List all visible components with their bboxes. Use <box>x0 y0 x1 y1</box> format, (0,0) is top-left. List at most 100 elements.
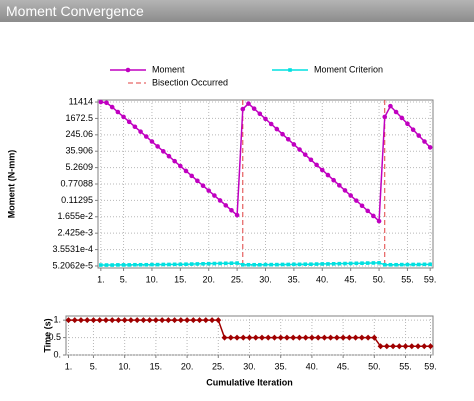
y-tick-label: 5.2062e-5 <box>52 260 93 270</box>
x-tick-label: 55. <box>399 361 412 371</box>
point <box>269 262 273 267</box>
point <box>235 261 239 265</box>
point <box>340 334 347 341</box>
x-tick-label: 15. <box>174 274 187 284</box>
point <box>320 262 325 266</box>
point <box>104 100 109 106</box>
point <box>371 261 376 265</box>
point <box>171 317 178 324</box>
x-axis-label: Cumulative Iteration <box>206 377 293 387</box>
point <box>246 101 251 106</box>
point <box>326 262 330 266</box>
x-tick-label: 25. <box>212 361 225 371</box>
point <box>229 261 234 265</box>
point <box>184 317 191 324</box>
point <box>121 317 128 324</box>
point <box>346 334 353 341</box>
point <box>184 262 188 266</box>
point <box>206 188 212 193</box>
point <box>127 263 132 267</box>
point <box>331 262 336 266</box>
point <box>382 262 387 267</box>
y-tick-label: 245.06 <box>65 129 93 139</box>
point <box>296 334 303 341</box>
point <box>277 334 284 341</box>
point <box>178 262 183 267</box>
point <box>96 317 103 324</box>
point <box>190 317 197 324</box>
x-tick-label: 35. <box>274 361 287 371</box>
point <box>421 343 428 350</box>
point <box>155 262 160 267</box>
point <box>417 262 421 267</box>
point <box>365 208 371 214</box>
point <box>227 334 234 341</box>
point <box>263 116 268 122</box>
point <box>390 343 397 350</box>
point <box>280 131 285 137</box>
point <box>126 119 132 125</box>
point <box>234 212 240 218</box>
point <box>127 317 134 324</box>
point <box>77 317 84 324</box>
point <box>358 334 365 341</box>
point <box>422 139 427 144</box>
legend-label: Bisection Occurred <box>152 77 228 87</box>
point <box>268 121 274 127</box>
point <box>134 317 141 324</box>
y-tick-label: 0.11295 <box>61 195 93 205</box>
point <box>303 262 308 266</box>
point <box>121 114 126 120</box>
point <box>99 263 103 267</box>
title: Moment Convergence <box>6 3 144 19</box>
point <box>309 262 313 266</box>
point <box>396 343 403 350</box>
point <box>104 263 109 267</box>
point <box>333 334 340 341</box>
point <box>399 262 404 267</box>
x-tick-label: 45. <box>344 274 357 284</box>
point <box>325 172 331 178</box>
point <box>110 263 114 267</box>
point <box>286 262 291 267</box>
point <box>314 162 319 168</box>
point <box>258 262 262 267</box>
point <box>196 317 203 324</box>
point <box>98 99 104 105</box>
point <box>161 262 166 267</box>
point <box>411 262 415 267</box>
x-tick-label: 45. <box>337 361 350 371</box>
point <box>212 193 217 198</box>
point <box>252 334 259 341</box>
point <box>201 262 205 266</box>
point <box>152 317 159 324</box>
point <box>410 127 416 132</box>
point <box>359 203 365 209</box>
point <box>90 317 97 324</box>
point <box>240 106 246 112</box>
x-tick-label: 5. <box>90 361 98 371</box>
point <box>195 262 200 266</box>
point <box>297 147 302 152</box>
point <box>274 126 280 132</box>
point <box>427 343 434 350</box>
point <box>189 262 194 266</box>
point <box>138 129 143 134</box>
point <box>275 262 279 267</box>
x-tick-label: 59. <box>424 274 437 284</box>
x-tick-label: 59. <box>424 361 437 371</box>
point <box>342 188 348 193</box>
x-tick-label: 30. <box>259 274 272 284</box>
point <box>109 104 115 110</box>
point <box>285 137 291 142</box>
x-tick-label: 30. <box>243 361 256 371</box>
point <box>314 262 319 266</box>
point <box>402 343 409 350</box>
y-tick-label: 1.655e-2 <box>57 211 93 221</box>
point <box>302 152 308 157</box>
point <box>365 334 372 341</box>
point <box>84 317 91 324</box>
point <box>206 261 211 266</box>
point <box>416 133 422 138</box>
